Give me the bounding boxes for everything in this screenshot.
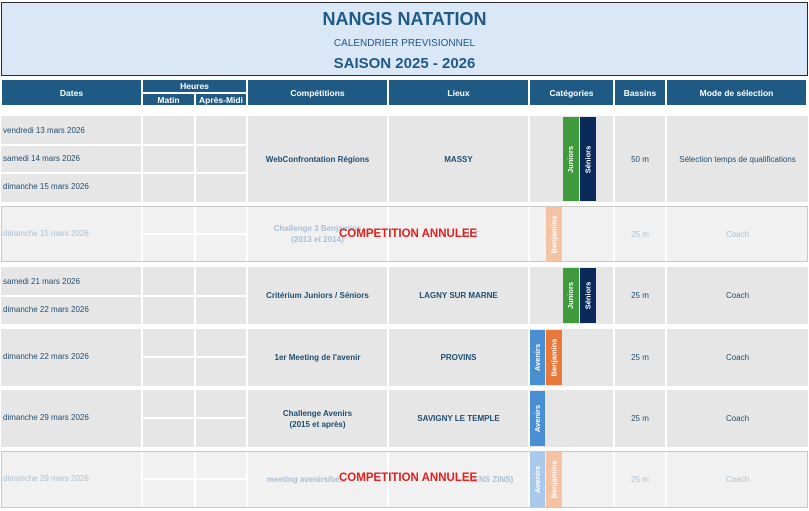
row-lieu: SAVIGNY LE TEMPLE [389,390,528,447]
category-juniors-badge: Juniors [563,268,579,323]
row-lieu: LAGNY SUR MARNE [389,267,528,324]
season-title: SAISON 2025 - 2026 [333,55,476,72]
row-competition: Challenge Avenirs (2015 et après) [248,390,387,447]
header-mode-selection: Mode de sélection [667,80,806,105]
row-competition: meeting avenirs/be... [267,475,347,484]
row-mode: Coach [667,267,808,324]
cancelled-label: COMPETITION ANNULEE [339,228,478,240]
row-date: dimanche 15 mars 2026 [3,182,89,191]
header-matin: Matin [143,94,194,105]
category-seniors-badge: Séniors [580,268,596,323]
calendar-subtitle: CALENDRIER PREVISIONNEL [333,38,476,49]
header-bassins: Bassins [615,80,665,105]
row-mode: Coach [725,475,750,484]
category-avenirs-badge: Avenirs [530,330,545,385]
header-categories: Catégories [530,80,613,105]
row-bassin: 25 m [615,267,665,324]
row-competition: Critérium Juniors / Séniors [248,267,387,324]
row-bassin: 50 m [615,116,665,202]
header-competitions: Compétitions [248,80,387,105]
row-bassin: 25 m [631,229,649,239]
category-benjamins-badge: Benjamins [546,452,562,507]
row-bassin: 25 m [615,390,665,447]
row-competition: WebConfrontation Régions [248,116,387,202]
header-heures: Heures [143,80,246,92]
row-date: dimanche 29 mars 2026 [3,474,89,483]
club-title: NANGIS NATATION [322,9,487,29]
row-bassin: 25 m [631,475,649,484]
category-benjamins-badge: Benjamins [546,207,562,261]
row-competition: Challenge 3 Benjamins (2013 et 2014) [273,224,362,244]
category-avenirs-badge: Avenirs [530,391,545,446]
row-mode: Coach [667,390,808,447]
row-lieu: ...ENS ZINS) [467,475,514,484]
row-mode: Coach [667,329,808,386]
row-date: dimanche 22 mars 2026 [3,305,89,314]
row-lieu: ...ULT [457,229,479,239]
row-date: dimanche 29 mars 2026 [3,413,89,422]
row-lieu: PROVINS [389,329,528,386]
row-date: samedi 21 mars 2026 [3,277,80,286]
category-seniors-badge: Séniors [580,117,596,201]
row-date: samedi 14 mars 2026 [3,154,80,163]
row-date: dimanche 22 mars 2026 [3,352,89,361]
row-mode: Sélection temps de qualifications [667,116,808,202]
category-benjamins-badge: Benjamins [546,330,562,385]
row-lieu: MASSY [389,116,528,202]
header-dates: Dates [2,80,141,105]
header-lieux: Lieux [389,80,528,105]
row-mode: Coach [725,229,750,239]
cancelled-label: COMPETITION ANNULEE [339,472,478,484]
row-date: vendredi 13 mars 2026 [3,126,85,135]
header-apres-midi: Après-Midi [196,94,246,105]
row-date: dimanche 15 mars 2026 [3,229,89,238]
row-competition: 1er Meeting de l'avenir [248,329,387,386]
category-juniors-badge: Juniors [563,117,579,201]
row-bassin: 25 m [615,329,665,386]
category-avenirs-badge: Avenirs [530,452,545,507]
title-banner: NANGIS NATATION CALENDRIER PREVISIONNEL … [1,2,808,76]
